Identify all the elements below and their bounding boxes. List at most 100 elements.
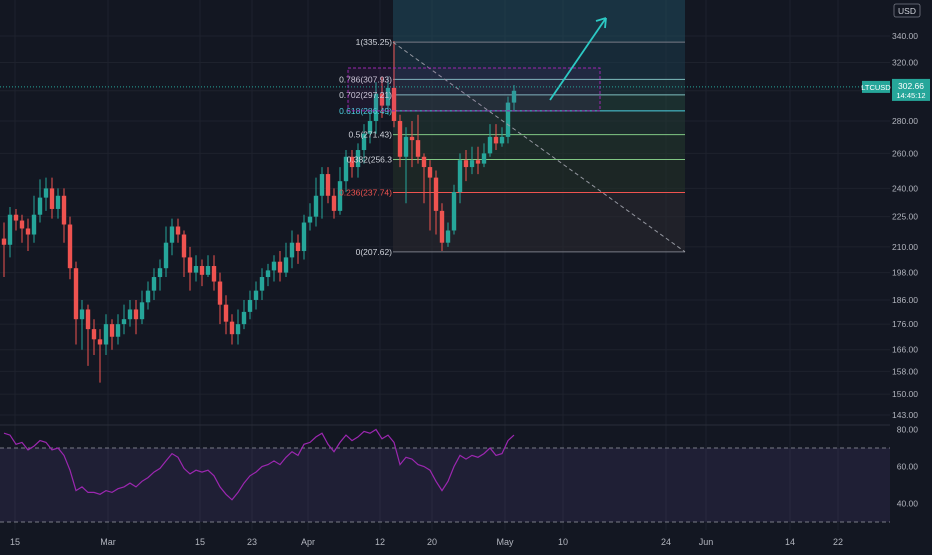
- fib-label: 0.382(256.3: [347, 155, 393, 165]
- candle-body: [391, 87, 397, 121]
- last-price-tag: [892, 78, 930, 101]
- price-tick-label: 320.00: [892, 58, 918, 68]
- candle-body: [175, 226, 181, 235]
- fib-label: 0.702(297.21): [339, 90, 392, 100]
- rsi-tick-label: 80.00: [897, 425, 919, 435]
- rsi-panel: [0, 424, 932, 523]
- candle-body: [163, 242, 169, 269]
- candle-body: [427, 167, 433, 178]
- price-axis[interactable]: 340.00320.00300.00280.00260.00240.00225.…: [861, 0, 932, 550]
- candle-body: [103, 324, 109, 345]
- candle-body: [385, 87, 391, 106]
- candle-body: [7, 214, 13, 245]
- candle-body: [277, 261, 283, 273]
- fib-zones: [393, 0, 685, 253]
- candle-body: [307, 216, 313, 223]
- candle-body: [241, 311, 247, 325]
- candle-body: [511, 90, 517, 103]
- candle-body: [169, 226, 175, 243]
- trend-dashed-line: [392, 41, 686, 253]
- candle-body: [205, 266, 211, 275]
- price-tick-label: 260.00: [892, 148, 918, 158]
- candle-body: [373, 93, 379, 121]
- candle-body: [349, 156, 355, 168]
- highlight-box: [347, 67, 601, 112]
- candle-body: [337, 181, 343, 211]
- time-tick-label: 23: [247, 537, 257, 547]
- last-price-value: 302.66: [898, 81, 924, 91]
- time-tick-label: 20: [427, 537, 437, 547]
- candle-body: [193, 266, 199, 273]
- candle-body: [475, 160, 481, 164]
- time-tick-label: 12: [375, 537, 385, 547]
- candle-body: [133, 309, 139, 320]
- symbol-tag: [862, 80, 890, 93]
- fib-label: 0.236(237.74): [339, 188, 392, 198]
- candle-body: [457, 160, 463, 193]
- time-tick-label: Apr: [301, 537, 315, 547]
- candle-body: [409, 136, 415, 141]
- candle-body: [229, 321, 235, 335]
- candle-body: [181, 234, 187, 258]
- grid-lines: [0, 0, 890, 530]
- candle-body: [211, 266, 217, 282]
- candle-body: [55, 195, 61, 209]
- candle-body: [199, 266, 205, 275]
- time-axis[interactable]: 15 Mar 15 23 Apr 12 20 May 10 24 Jun 14 22: [10, 537, 843, 547]
- time-tick-label: 15: [195, 537, 205, 547]
- rsi-tick-label: 40.00: [897, 499, 919, 509]
- fib-zone-band: [393, 42, 685, 80]
- currency-label: USD: [898, 6, 916, 16]
- candle-body: [481, 153, 487, 164]
- currency-badge: [893, 3, 921, 18]
- fib-zone-band: [393, 94, 685, 111]
- rsi-tick-label: 60.00: [897, 462, 919, 472]
- candles-group: [1, 41, 517, 383]
- candle-body: [325, 174, 331, 196]
- candle-body: [271, 261, 277, 271]
- candle-body: [145, 290, 151, 303]
- candle-body: [283, 257, 289, 273]
- candle-body: [97, 339, 103, 345]
- candle-body: [289, 242, 295, 258]
- projection-arrow: [549, 17, 607, 101]
- candle-body: [139, 302, 145, 320]
- candle-body: [463, 160, 469, 168]
- price-tick-label: 225.00: [892, 212, 918, 222]
- candle-body: [253, 290, 259, 300]
- candle-body: [187, 257, 193, 273]
- candle-body: [43, 188, 49, 198]
- time-tick-label: 10: [558, 537, 568, 547]
- price-tick-label: 158.00: [892, 366, 918, 376]
- candle-body: [109, 324, 115, 337]
- fib-zone-band: [393, 79, 685, 95]
- candle-body: [367, 120, 373, 134]
- candle-body: [115, 324, 121, 337]
- candle-body: [397, 120, 403, 157]
- candle-body: [31, 214, 37, 235]
- candle-body: [343, 156, 349, 182]
- candle-body: [91, 329, 97, 340]
- time-tick-label: 22: [833, 537, 843, 547]
- candle-body: [37, 197, 43, 215]
- fib-zone-band: [393, 110, 685, 135]
- price-tick-label: 176.00: [892, 319, 918, 329]
- price-tick-label: 210.00: [892, 242, 918, 252]
- candle-body: [157, 268, 163, 278]
- annotations-group: 1(335.25) 0.786(307.93) 0.702(297.21) 0.618…: [0, 17, 890, 257]
- time-tick-label: Mar: [100, 537, 116, 547]
- candle-body: [469, 160, 475, 168]
- fib-zone-band: [393, 134, 685, 160]
- candle-body: [421, 156, 427, 168]
- candle-body: [49, 188, 55, 209]
- fib-label: 0.786(307.93): [339, 74, 392, 84]
- candle-body: [505, 102, 511, 137]
- candle-body: [223, 304, 229, 322]
- price-tick-label: 150.00: [892, 389, 918, 399]
- candle-body: [451, 192, 457, 231]
- candle-body: [379, 93, 385, 106]
- time-tick-label: Jun: [699, 537, 714, 547]
- time-tick-label: 24: [661, 537, 671, 547]
